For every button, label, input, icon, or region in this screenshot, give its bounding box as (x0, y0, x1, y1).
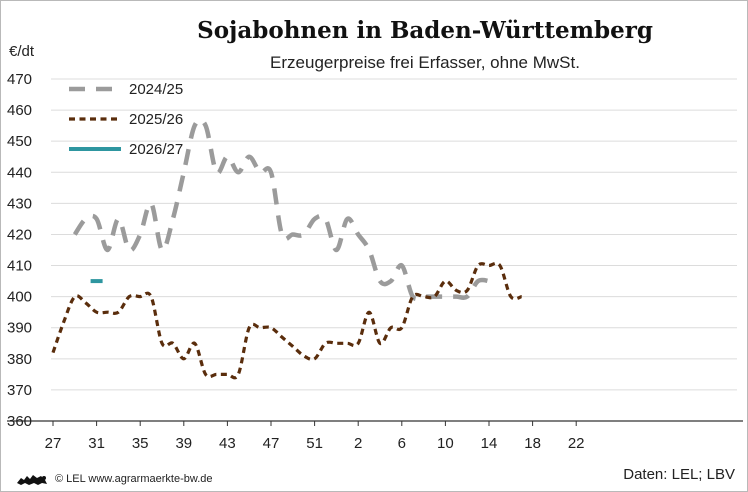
x-tick-label: 35 (132, 435, 149, 452)
x-tick-label: 18 (524, 435, 541, 452)
data-source: Daten: LEL; LBV (623, 466, 735, 483)
y-tick-label: 390 (7, 320, 32, 337)
x-tick-labels: 27 31 35 39 43 47 51 2 6 10 14 18 22 (45, 421, 585, 452)
x-tick-label: 10 (437, 435, 454, 452)
chart-subtitle: Erzeugerpreise frei Erfasser, ohne MwSt. (270, 53, 580, 72)
y-axis-label: €/dt (9, 43, 35, 60)
legend-label: 2024/25 (129, 81, 183, 98)
legend-label: 2025/26 (129, 111, 183, 128)
y-tick-label: 470 (7, 71, 32, 88)
lion-logo-icon (17, 475, 47, 485)
x-tick-label: 6 (398, 435, 406, 452)
y-tick-label: 400 (7, 289, 32, 306)
x-tick-label: 31 (88, 435, 105, 452)
series-lines (51, 117, 523, 380)
series-line-2025-26 (51, 261, 523, 380)
y-tick-label: 430 (7, 195, 32, 212)
y-tick-label: 380 (7, 351, 32, 368)
legend: 2024/25 2025/26 2026/27 (69, 81, 183, 158)
y-tick-label: 460 (7, 102, 32, 119)
y-tick-label: 440 (7, 164, 32, 181)
x-tick-label: 22 (568, 435, 585, 452)
y-tick-label: 450 (7, 133, 32, 150)
series-line-2024-25 (72, 117, 490, 302)
y-tick-labels: 360 370 380 390 400 410 420 430 440 450 460 470 (7, 71, 32, 430)
y-tick-label: 360 (7, 413, 32, 430)
footer-copyright: © LEL www.agrarmaerkte-bw.de (15, 471, 213, 487)
chart-title: Sojabohnen in Baden-Württemberg (197, 17, 653, 44)
x-tick-label: 27 (45, 435, 62, 452)
legend-label: 2026/27 (129, 141, 183, 158)
x-tick-label: 2 (354, 435, 362, 452)
x-tick-label: 51 (306, 435, 323, 452)
y-tick-label: 420 (7, 226, 32, 243)
x-tick-label: 39 (175, 435, 192, 452)
x-tick-label: 43 (219, 435, 236, 452)
copyright-text: © LEL www.agrarmaerkte-bw.de (55, 473, 213, 485)
y-tick-label: 410 (7, 258, 32, 275)
y-tick-label: 370 (7, 382, 32, 399)
x-tick-label: 47 (263, 435, 280, 452)
x-tick-label: 14 (481, 435, 498, 452)
grid-lines (51, 78, 737, 391)
